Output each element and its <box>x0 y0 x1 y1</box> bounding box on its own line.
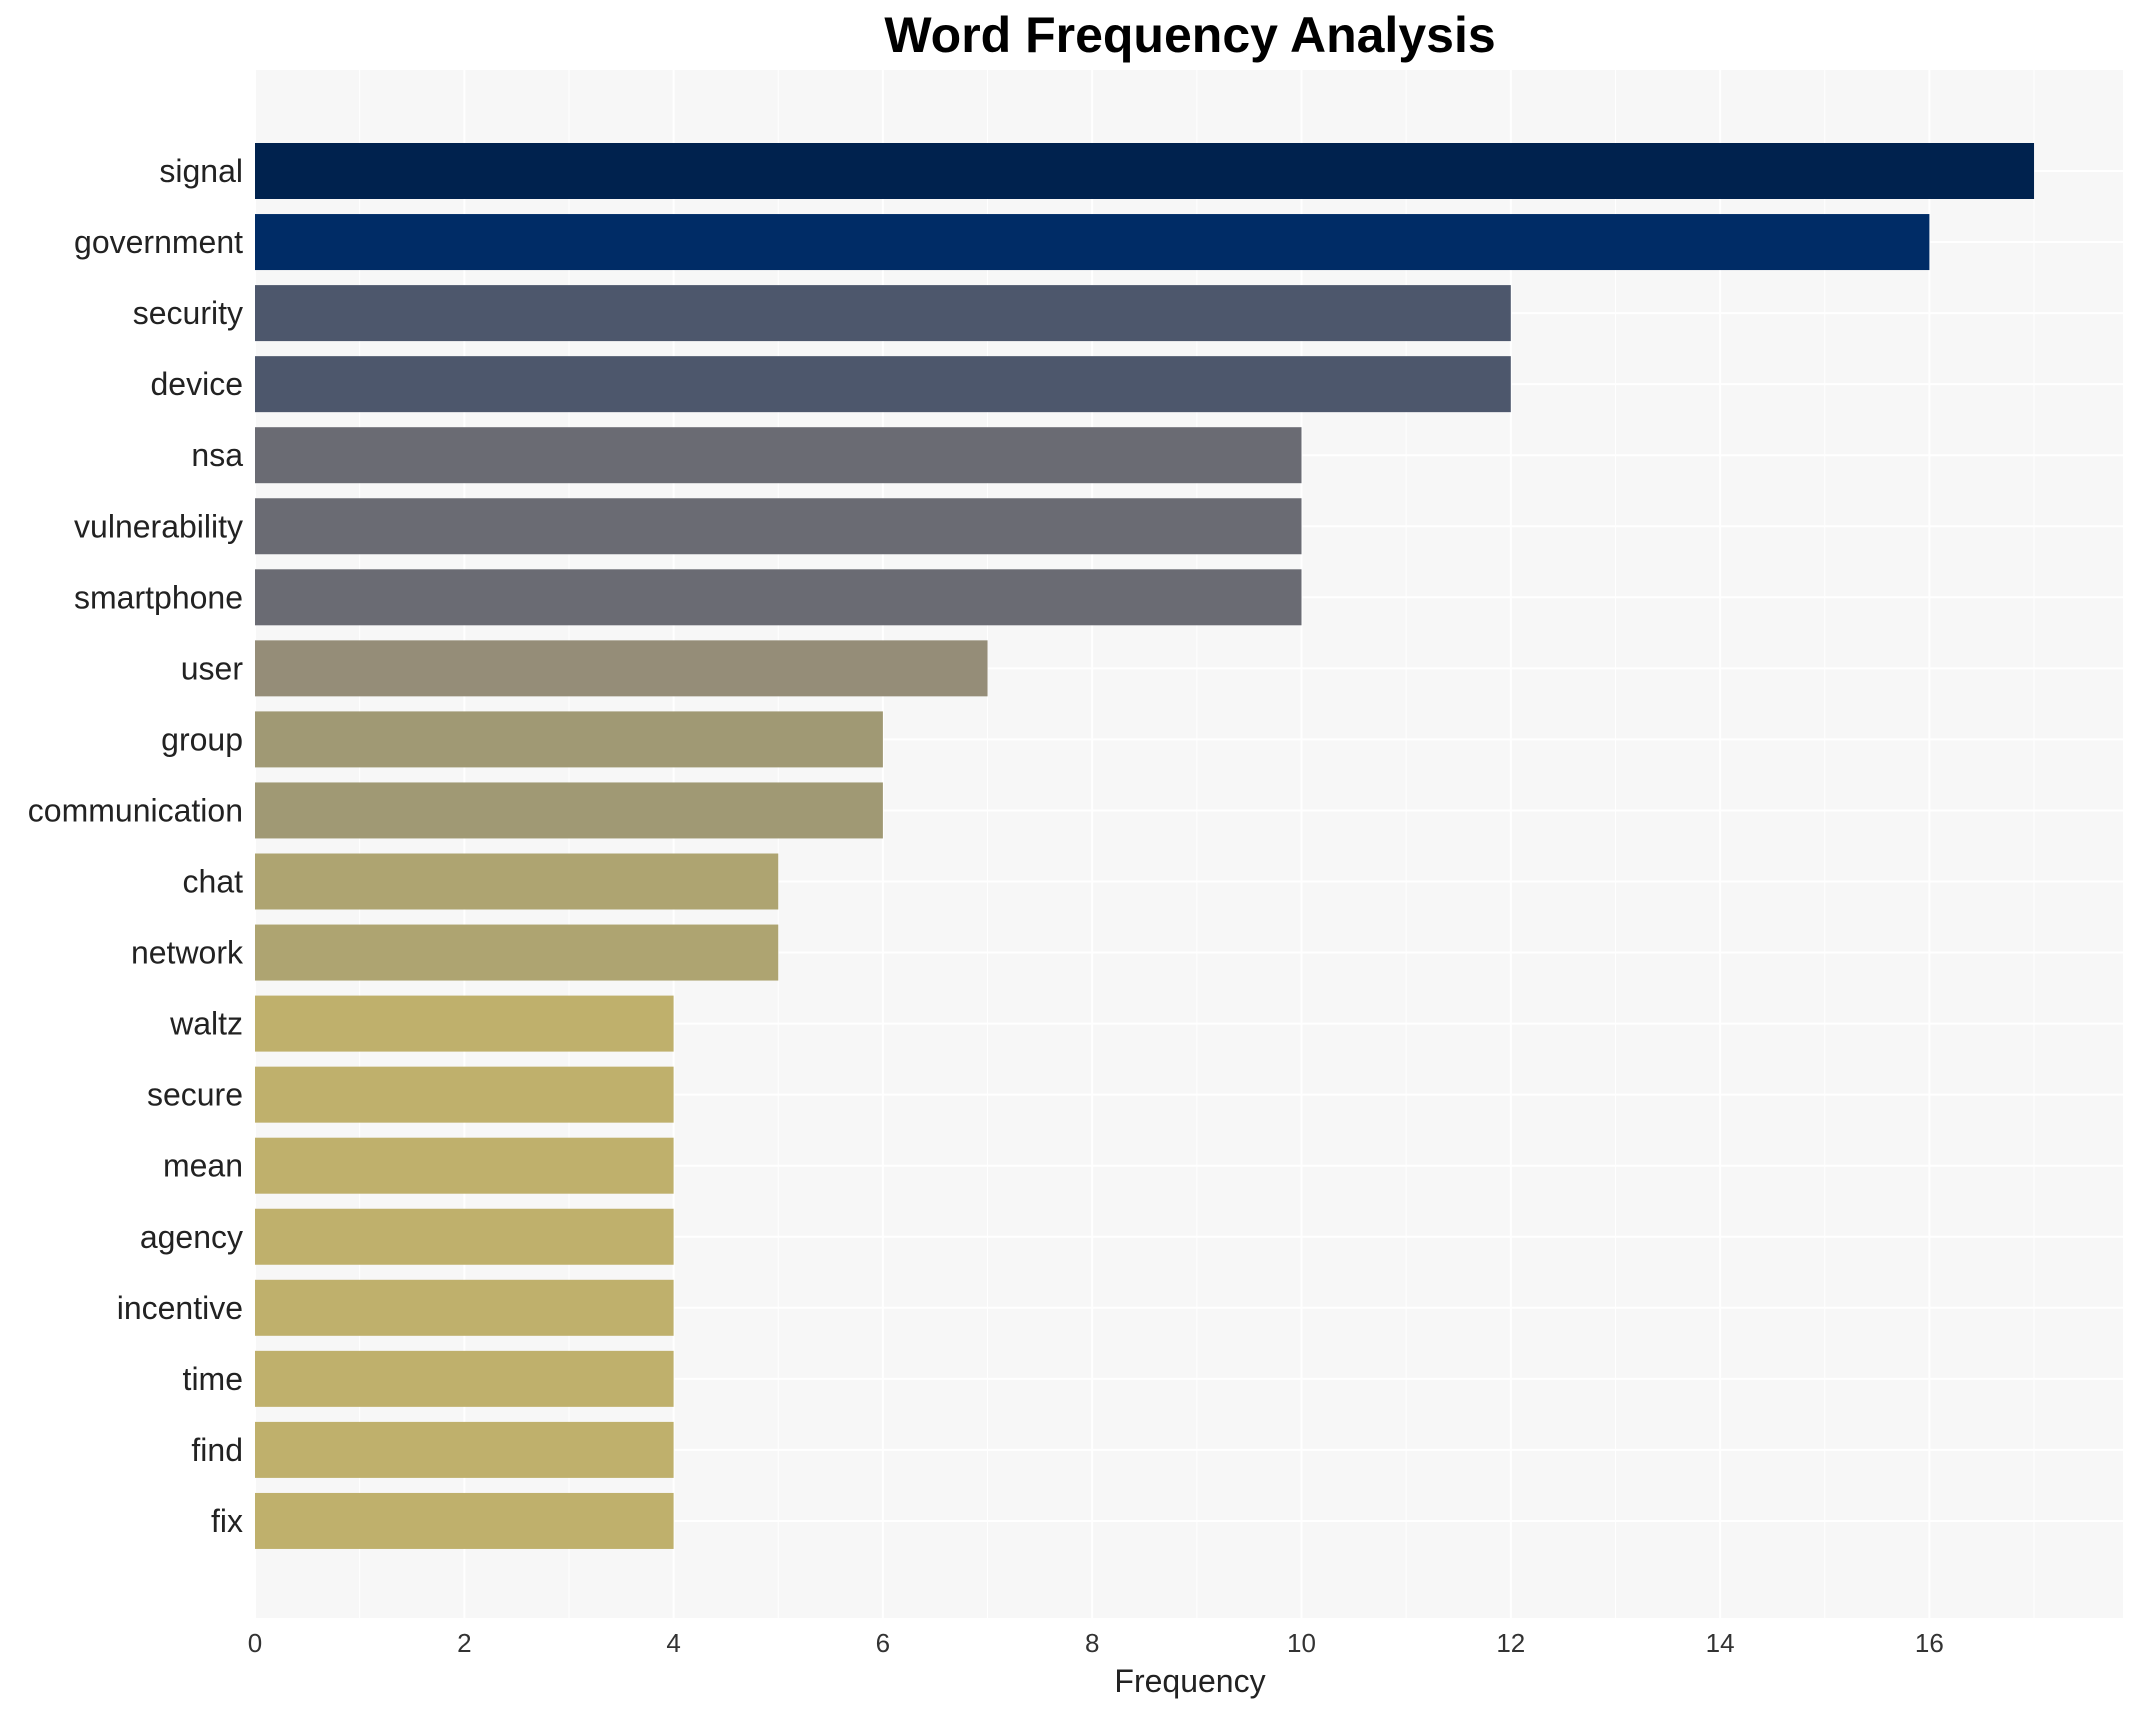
y-tick-label: network <box>131 935 244 971</box>
y-tick-label: vulnerability <box>74 508 243 544</box>
x-tick-label: 6 <box>876 1628 890 1658</box>
y-tick-label: find <box>191 1432 243 1468</box>
y-tick-label: fix <box>211 1503 243 1539</box>
bar-secure <box>255 1066 674 1123</box>
y-tick-label: government <box>74 224 243 260</box>
bar-time <box>255 1350 674 1407</box>
bar-vulnerability <box>255 498 1302 555</box>
bar-smartphone <box>255 569 1302 626</box>
bar-find <box>255 1421 674 1478</box>
x-tick-label: 10 <box>1287 1628 1316 1658</box>
y-tick-label: agency <box>140 1219 243 1255</box>
x-tick-label: 16 <box>1915 1628 1944 1658</box>
y-tick-label: smartphone <box>74 579 243 615</box>
y-tick-label: waltz <box>169 1006 243 1042</box>
bar-mean <box>255 1137 674 1194</box>
y-tick-label: user <box>181 650 244 686</box>
y-tick-labels: signal government security device nsa vulnera… <box>28 153 244 1539</box>
y-tick-label: mean <box>163 1148 243 1184</box>
bar-group <box>255 711 883 768</box>
bar-user <box>255 640 988 697</box>
bar-signal <box>255 143 2035 199</box>
y-tick-label: signal <box>159 153 243 189</box>
bars <box>255 143 2035 1549</box>
bar-government <box>255 214 1930 271</box>
x-tick-labels: 0 2 4 6 8 10 12 14 16 <box>248 1628 1944 1658</box>
y-tick-label: group <box>161 721 243 757</box>
bar-chat <box>255 853 779 910</box>
x-tick-label: 12 <box>1496 1628 1525 1658</box>
bar-device <box>255 356 1511 413</box>
y-tick-label: chat <box>183 864 244 900</box>
bar-network <box>255 924 779 981</box>
x-axis-label: Frequency <box>1114 1663 1265 1699</box>
bar-waltz <box>255 995 674 1052</box>
y-tick-label: nsa <box>191 437 243 473</box>
y-tick-label: incentive <box>117 1290 243 1326</box>
bar-fix <box>255 1492 674 1549</box>
bar-nsa <box>255 427 1302 484</box>
y-tick-label: device <box>151 366 244 402</box>
bar-security <box>255 285 1511 342</box>
y-tick-label: time <box>183 1361 243 1397</box>
x-tick-label: 8 <box>1085 1628 1099 1658</box>
x-tick-label: 14 <box>1706 1628 1735 1658</box>
x-tick-label: 0 <box>248 1628 262 1658</box>
chart-title: Word Frequency Analysis <box>884 7 1495 63</box>
x-tick-label: 2 <box>457 1628 471 1658</box>
bar-incentive <box>255 1279 674 1336</box>
bar-agency <box>255 1208 674 1265</box>
y-tick-label: secure <box>147 1077 243 1113</box>
y-tick-label: communication <box>28 792 243 828</box>
x-tick-label: 4 <box>666 1628 680 1658</box>
y-tick-label: security <box>133 295 243 331</box>
bar-communication <box>255 782 883 839</box>
